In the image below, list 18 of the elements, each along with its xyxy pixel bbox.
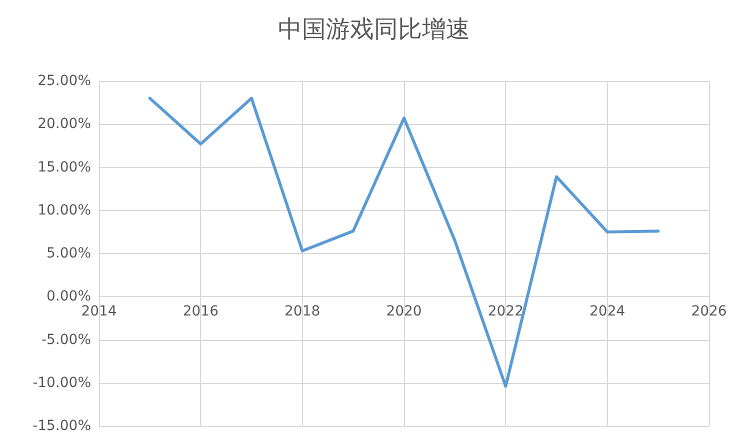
y-tick-label: -5.00%	[41, 332, 91, 348]
x-tick-label: 2022	[488, 304, 524, 320]
y-tick-label: -15.00%	[32, 418, 91, 434]
y-tick-label: 10.00%	[38, 202, 91, 218]
x-tick-label: 2026	[691, 304, 727, 320]
y-tick-label: 5.00%	[46, 246, 91, 262]
x-tick-label: 2020	[386, 304, 422, 320]
y-tick-label: 25.00%	[38, 73, 91, 89]
x-tick-label: 2024	[590, 304, 626, 320]
line-series	[148, 96, 660, 388]
x-tick-label: 2018	[284, 304, 320, 320]
y-tick-label: 20.00%	[38, 116, 91, 132]
chart-title: 中国游戏同比增速	[278, 15, 470, 43]
x-tick-label: 2014	[81, 304, 117, 320]
y-tick-label: 15.00%	[38, 159, 91, 176]
y-tick-label: 0.00%	[46, 288, 91, 305]
x-tick-label: 2016	[182, 304, 219, 320]
y-tick-label: -10.00%	[32, 374, 91, 391]
